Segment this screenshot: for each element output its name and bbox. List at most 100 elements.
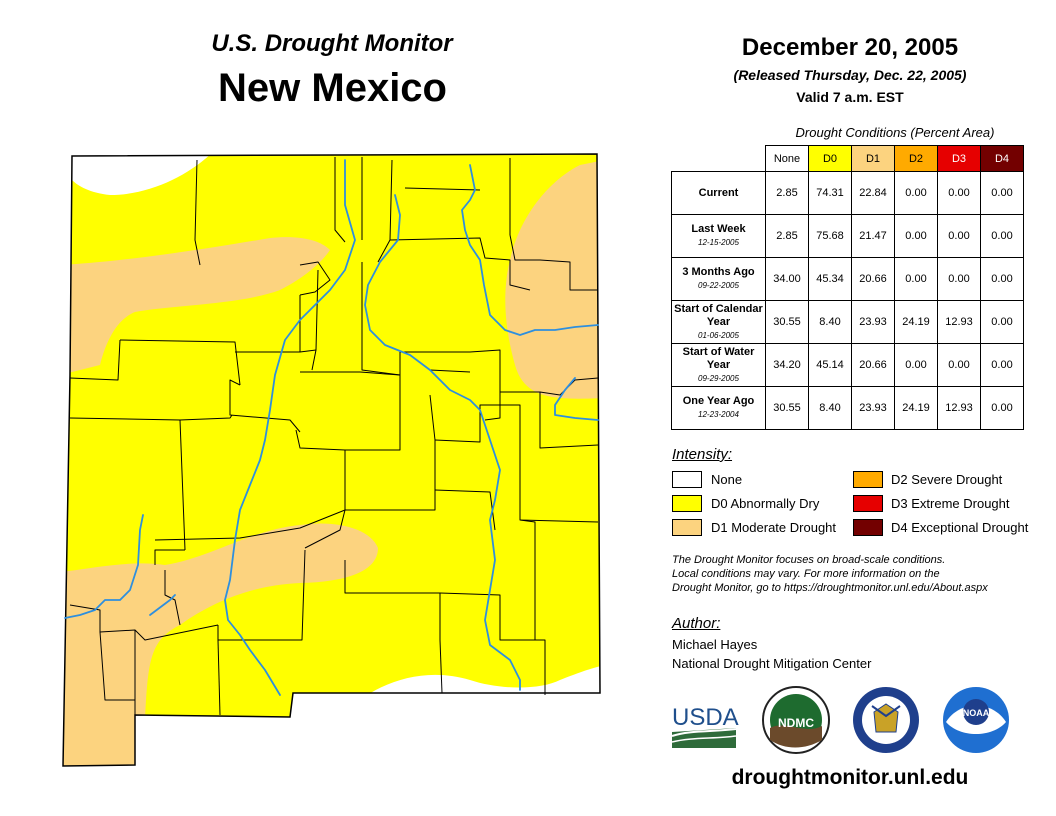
column-header-d1: D1 [851, 145, 895, 172]
table-row: Start of Water Year 09-29-2005 34.20 45.14 2… [671, 343, 1024, 387]
d1-area-southwest [63, 523, 378, 766]
row-label: Start of Water Year 09-29-2005 [671, 343, 766, 387]
author-organization: National Drought Mitigation Center [672, 656, 872, 671]
legend-label-d4: D4 Exceptional Drought [891, 520, 1029, 535]
none-area-south [360, 665, 600, 700]
author-heading: Author: [672, 615, 721, 632]
header-blank-cell [672, 146, 766, 172]
table-row: One Year Ago 12-23-2004 30.55 8.40 23.93 24.1… [671, 386, 1024, 430]
legend-swatch-d2 [853, 471, 883, 488]
column-header-d3: D3 [937, 145, 981, 172]
table-cell: 34.20 [765, 343, 809, 387]
table-cell: 0.00 [980, 300, 1024, 344]
table-cell: 30.55 [765, 300, 809, 344]
drought-stats-table: None D0 D1 D2 D3 D4 Current 2.85 74.31 22.8… [671, 145, 1024, 430]
state-outline [62, 153, 601, 767]
row-label-date: 01-06-2005 [698, 330, 739, 340]
legend-label-d3: D3 Extreme Drought [891, 496, 1010, 511]
row-label: Current [671, 171, 766, 215]
table-cell: 0.00 [937, 214, 981, 258]
table-cell: 0.00 [894, 214, 938, 258]
table-cell: 8.40 [808, 300, 852, 344]
table-row: 3 Months Ago 09-22-2005 34.00 45.34 20.66 0.0… [671, 257, 1024, 301]
table-cell: 0.00 [937, 343, 981, 387]
note-line-3: Drought Monitor, go to https://droughtmo… [672, 582, 988, 594]
county-boundaries [69, 157, 599, 716]
table-cell: 22.84 [851, 171, 895, 215]
table-cell: 45.14 [808, 343, 852, 387]
table-cell: 34.00 [765, 257, 809, 301]
table-caption: Drought Conditions (Percent Area) [795, 125, 995, 140]
row-label: 3 Months Ago 09-22-2005 [671, 257, 766, 301]
table-cell: 0.00 [894, 171, 938, 215]
legend-swatch-d3 [853, 495, 883, 512]
note-line-2: Local conditions may vary. For more info… [672, 568, 940, 580]
legend-label-d2: D2 Severe Drought [891, 472, 1003, 487]
table-cell: 45.34 [808, 257, 852, 301]
release-date: (Released Thursday, Dec. 22, 2005) [733, 67, 967, 83]
table-row: Current 2.85 74.31 22.84 0.00 0.00 0.00 [671, 171, 1024, 215]
table-cell: 74.31 [808, 171, 852, 215]
table-cell: 24.19 [894, 386, 938, 430]
legend-label-d1: D1 Moderate Drought [711, 520, 837, 535]
note-line-1: The Drought Monitor focuses on broad-sca… [672, 554, 946, 566]
row-label: Start of Calendar Year 01-06-2005 [671, 300, 766, 344]
row-label-date: 09-29-2005 [698, 373, 739, 383]
row-label-date: 09-22-2005 [698, 281, 739, 290]
legend-label-none: None [711, 472, 743, 487]
table-row: Start of Calendar Year 01-06-2005 30.55 8.4… [671, 300, 1024, 344]
column-header-none: None [765, 145, 809, 172]
row-label-text: Start of Calendar Year [674, 302, 763, 328]
table-cell: 0.00 [894, 257, 938, 301]
map-subtitle: U.S. Drought Monitor [211, 30, 453, 57]
table-cell: 2.85 [765, 214, 809, 258]
legend-label-d0: D0 Abnormally Dry [711, 496, 820, 511]
row-label: One Year Ago 12-23-2004 [671, 386, 766, 430]
table-cell: 23.93 [851, 300, 895, 344]
disclaimer-note: The Drought Monitor focuses on broad-sca… [672, 553, 1042, 595]
table-cell: 0.00 [980, 171, 1024, 215]
table-cell: 23.93 [851, 386, 895, 430]
table-cell: 0.00 [980, 386, 1024, 430]
legend-swatch-d0 [672, 495, 702, 512]
table-cell: 21.47 [851, 214, 895, 258]
legend-swatch-d1 [672, 519, 702, 536]
row-label-text: Last Week [691, 223, 746, 235]
table-cell: 0.00 [980, 214, 1024, 258]
row-label-text: Start of Water Year [682, 345, 755, 371]
d1-area-northwest [63, 237, 330, 375]
legend-title: Intensity: [672, 446, 733, 463]
table-cell: 30.55 [765, 386, 809, 430]
row-label-date: 12-23-2004 [698, 410, 739, 419]
map-date: December 20, 2005 [741, 34, 959, 61]
row-label-text: Current [698, 186, 739, 199]
table-cell: 75.68 [808, 214, 852, 258]
column-header-d4: D4 [980, 145, 1024, 172]
column-header-d0: D0 [808, 145, 852, 172]
rivers [64, 159, 599, 696]
table-row: Last Week 12-15-2005 2.85 75.68 21.47 0.00 0.0… [671, 214, 1024, 258]
row-label: Last Week 12-15-2005 [671, 214, 766, 258]
author-name: Michael Hayes [672, 637, 758, 652]
table-cell: 0.00 [980, 343, 1024, 387]
state-title: New Mexico [218, 66, 447, 110]
table-cell: 12.93 [937, 386, 981, 430]
d1-area-east [505, 160, 600, 399]
legend-swatch-d4 [853, 519, 883, 536]
table-cell: 0.00 [894, 343, 938, 387]
table-header-row: None D0 D1 D2 D3 D4 [672, 145, 1024, 172]
row-label-date: 12-15-2005 [698, 238, 739, 247]
row-label-text: One Year Ago [682, 395, 755, 407]
legend-swatch-none [672, 471, 702, 488]
table-cell: 0.00 [980, 257, 1024, 301]
table-cell: 0.00 [937, 171, 981, 215]
column-header-d2: D2 [894, 145, 938, 172]
website-link[interactable]: droughtmonitor.unl.edu [731, 766, 969, 789]
table-cell: 0.00 [937, 257, 981, 301]
none-area-northwest [72, 154, 215, 195]
row-label-text: 3 Months Ago [682, 266, 755, 278]
table-cell: 20.66 [851, 343, 895, 387]
table-cell: 20.66 [851, 257, 895, 301]
valid-time: Valid 7 a.m. EST [796, 89, 904, 105]
